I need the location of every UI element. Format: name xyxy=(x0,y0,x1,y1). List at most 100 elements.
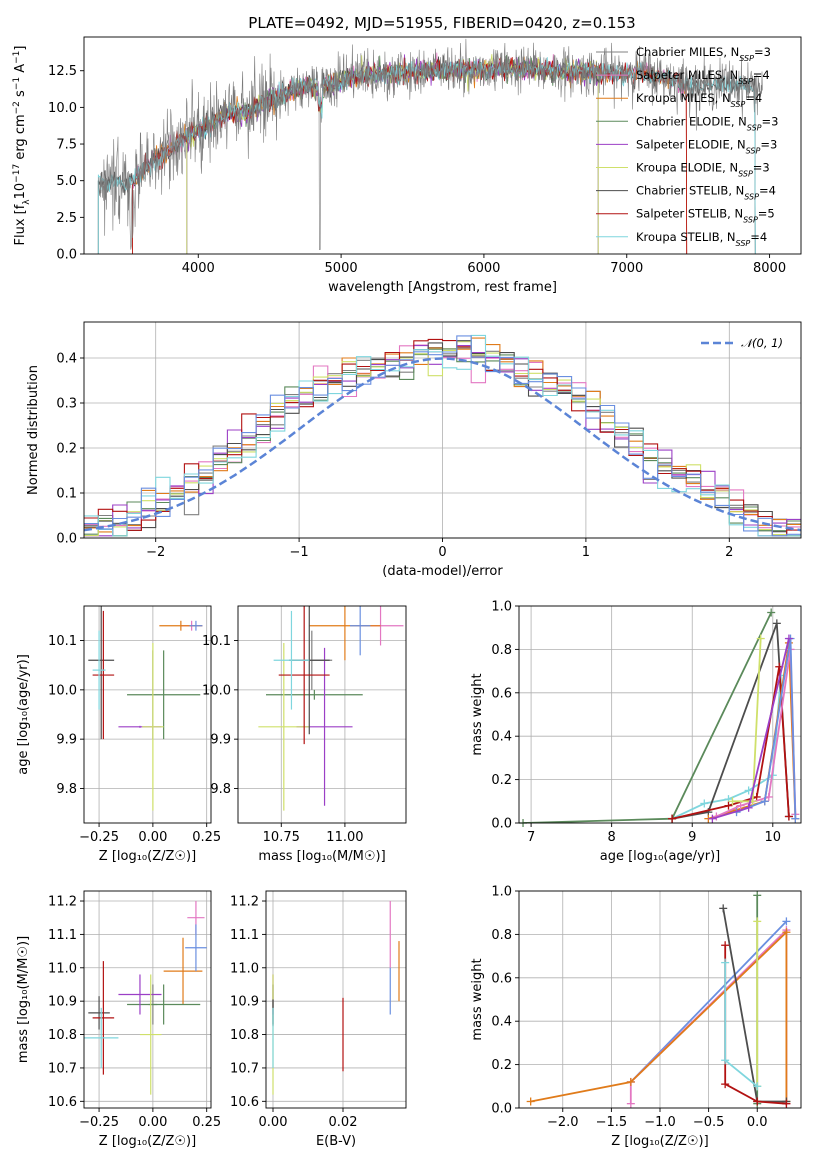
x-tick-label: 9 xyxy=(688,830,696,845)
y-tick-label: 9.9 xyxy=(56,733,77,748)
x-axis-label: mass [log₁₀(M/M☉)] xyxy=(258,849,385,864)
x-tick-label: 7000 xyxy=(610,261,643,276)
x-tick-label: 0.00 xyxy=(259,1115,288,1130)
errorbar-point xyxy=(278,606,330,745)
y-axis-label: Flux [fλ10−17 erg cm−2 s−1 A−1] xyxy=(12,46,32,246)
y-tick-label: 9.8 xyxy=(56,782,77,797)
y-tick-label: 10.0 xyxy=(202,683,231,698)
y-tick-label: 0.3 xyxy=(56,397,77,412)
y-axis-label: Normed distribution xyxy=(26,365,41,495)
errorbar-point xyxy=(88,606,115,740)
x-tick-label: 0 xyxy=(438,545,446,560)
y-axis-label: mass weight xyxy=(470,673,485,755)
y-tick-label: 0.0 xyxy=(491,1102,512,1117)
x-axis-label: age [log₁₀(age/yr)] xyxy=(600,849,721,864)
errorbar-point xyxy=(189,620,203,631)
histogram-steps xyxy=(84,334,801,537)
x-tick-label: 0.00 xyxy=(138,830,167,845)
errorbar-point xyxy=(88,996,110,1030)
series-line xyxy=(530,930,788,1103)
y-tick-label: 5.0 xyxy=(56,174,77,189)
normal-curve xyxy=(84,357,801,532)
y-tick-label: 10.1 xyxy=(202,634,231,649)
y-tick-label: 0.0 xyxy=(491,817,512,832)
y-tick-label: 1.0 xyxy=(491,600,512,615)
legend-label: Salpeter MILES, NSSP=4 xyxy=(636,68,770,86)
errorbar-point xyxy=(118,974,162,1015)
y-tick-label: 0.6 xyxy=(491,971,512,986)
y-tick-label: 10.1 xyxy=(48,634,77,649)
legend-label: Salpeter STELIB, NSSP=5 xyxy=(636,207,775,225)
legend-label: Chabrier STELIB, NSSP=4 xyxy=(636,184,776,202)
errorbar-point xyxy=(127,984,201,1025)
axes-frame xyxy=(265,890,407,1109)
errorbar-point xyxy=(92,610,115,740)
x-tick-label: 0.0 xyxy=(747,1115,768,1130)
y-tick-label: 0.4 xyxy=(491,1015,512,1030)
x-tick-label: 8 xyxy=(608,830,616,845)
legend-label: Chabrier MILES, NSSP=3 xyxy=(636,45,771,63)
errorbar-point xyxy=(273,610,310,710)
y-tick-label: 1.0 xyxy=(491,885,512,900)
errorbar-point xyxy=(350,606,371,656)
x-tick-label: −2.0 xyxy=(547,1115,579,1130)
spectrum-panel: 4000 5000 6000 7000 8000 0.0 2.5 5.0 7.5 10.0 12.5… xyxy=(12,36,802,295)
y-tick-label: 10.0 xyxy=(48,683,77,698)
y-tick-label: 10.8 xyxy=(48,1028,77,1043)
y-tick-label: 11.0 xyxy=(230,961,259,976)
histogram-steps xyxy=(84,340,801,537)
axes-frame xyxy=(237,605,407,824)
y-tick-label: 0.6 xyxy=(491,686,512,701)
x-tick-label: 0.25 xyxy=(192,1115,221,1130)
errorbar-point xyxy=(258,642,310,811)
y-tick-label: 9.8 xyxy=(210,782,231,797)
y-tick-label: 10.9 xyxy=(48,995,77,1010)
axes-frame xyxy=(518,890,802,1109)
y-tick-label: 0.2 xyxy=(491,1058,512,1073)
x-tick-label: 0.02 xyxy=(329,1115,358,1130)
axes-frame xyxy=(83,605,212,824)
x-tick-label: −0.25 xyxy=(79,1115,119,1130)
x-tick-label: 10 xyxy=(765,830,782,845)
x-axis-label: (data-model)/error xyxy=(382,564,503,579)
legend-label: Salpeter ELODIE, NSSP=3 xyxy=(636,137,777,155)
x-axis-label: wavelength [Angstrom, rest frame] xyxy=(328,280,557,295)
y-tick-label: 7.5 xyxy=(56,138,77,153)
histogram-steps xyxy=(84,338,801,537)
y-tick-label: 0.0 xyxy=(56,532,77,547)
y-axis-label: age [log₁₀(age/yr)] xyxy=(16,654,31,775)
series-line xyxy=(736,638,797,819)
errorbar-point xyxy=(92,961,115,1075)
y-tick-label: 10.9 xyxy=(230,995,259,1010)
mass-vs-metallicity-panel: −0.25 0.00 0.25 10.6 10.7 10.8 10.9 11.0 11.1 11.… xyxy=(16,890,221,1149)
y-tick-label: 11.1 xyxy=(230,928,259,943)
y-tick-label: 10.7 xyxy=(48,1061,77,1076)
errorbar-point xyxy=(92,630,106,710)
x-tick-label: 10.75 xyxy=(263,830,300,845)
y-tick-label: 11.0 xyxy=(48,961,77,976)
axes-frame xyxy=(83,36,802,255)
x-tick-label: 7 xyxy=(527,830,535,845)
x-tick-label: 11.00 xyxy=(326,830,363,845)
legend-label: Kroupa ELODIE, NSSP=3 xyxy=(636,161,770,179)
age-vs-metallicity-panel: −0.25 0.00 0.25 9.8 9.9 10.0 10.1 Z [log₁₀(Z/Z☉… xyxy=(16,605,221,864)
x-axis-label: Z [log₁₀(Z/Z☉)] xyxy=(99,1134,196,1149)
x-tick-label: −1.0 xyxy=(644,1115,676,1130)
legend-label: Kroupa STELIB, NSSP=4 xyxy=(636,230,767,248)
x-tick-label: 0.00 xyxy=(138,1115,167,1130)
y-tick-label: 10.7 xyxy=(230,1061,259,1076)
errorbar-point xyxy=(266,689,363,700)
y-axis-label: mass [log₁₀(M/M☉)] xyxy=(16,936,31,1063)
y-tick-label: 11.2 xyxy=(230,895,259,910)
legend-label: Kroupa MILES, NSSP=4 xyxy=(636,91,762,109)
age-vs-mass-panel: 10.75 11.00 9.8 9.9 10.0 10.1 mass [log₁₀(M/M☉… xyxy=(202,605,407,864)
observed-spectrum-line xyxy=(98,38,763,250)
y-tick-label: 9.9 xyxy=(210,733,231,748)
x-tick-label: 5000 xyxy=(325,261,358,276)
y-tick-label: 11.1 xyxy=(48,928,77,943)
x-tick-label: −0.5 xyxy=(693,1115,725,1130)
x-tick-label: −1.5 xyxy=(596,1115,628,1130)
errorbar-point xyxy=(84,1007,119,1068)
x-tick-label: 0.25 xyxy=(192,830,221,845)
y-tick-label: 10.0 xyxy=(48,101,77,116)
